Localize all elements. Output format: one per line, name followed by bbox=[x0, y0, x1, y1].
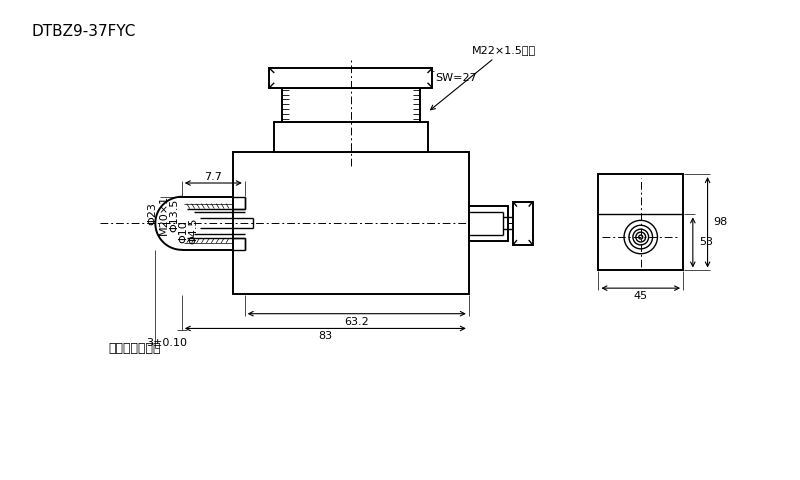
Text: 83: 83 bbox=[318, 331, 332, 341]
Text: Φ4.5: Φ4.5 bbox=[189, 218, 198, 244]
Text: DTBZ9-37FYC: DTBZ9-37FYC bbox=[31, 24, 136, 39]
Text: Φ23: Φ23 bbox=[147, 202, 158, 225]
Text: 45: 45 bbox=[634, 291, 648, 301]
Text: M22×1.5螺纹: M22×1.5螺纹 bbox=[430, 45, 536, 110]
Bar bbox=[469, 205, 508, 241]
Text: 电磁铁得电位置: 电磁铁得电位置 bbox=[109, 342, 161, 355]
Text: M20×1: M20×1 bbox=[159, 195, 169, 236]
Bar bbox=[598, 174, 683, 270]
Bar bbox=[282, 88, 420, 122]
Text: 98: 98 bbox=[714, 217, 728, 228]
Bar bbox=[233, 152, 469, 294]
Text: 63.2: 63.2 bbox=[344, 316, 369, 326]
Bar bbox=[270, 68, 433, 88]
Bar bbox=[513, 202, 533, 245]
Text: Φ10: Φ10 bbox=[179, 220, 189, 242]
Bar bbox=[274, 122, 427, 152]
Text: 53: 53 bbox=[698, 238, 713, 248]
Text: 7.7: 7.7 bbox=[204, 172, 222, 182]
Text: SW=27: SW=27 bbox=[435, 73, 477, 83]
Text: Φ13.5: Φ13.5 bbox=[169, 199, 179, 232]
Text: 3±0.10: 3±0.10 bbox=[146, 338, 188, 348]
